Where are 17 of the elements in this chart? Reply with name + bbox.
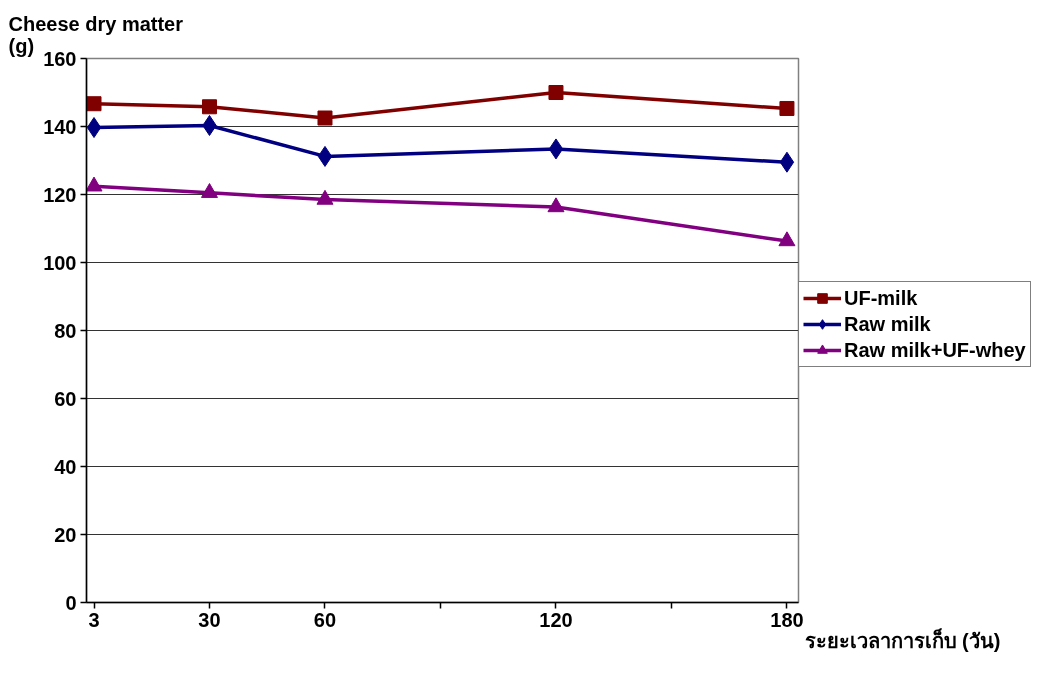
x-tick-label: 60	[313, 608, 337, 631]
y-tick-label: 20	[54, 523, 77, 546]
y-tick-label: 0	[65, 591, 77, 614]
x-axis-title: ระยะเวลาการเก็บ (วัน)	[804, 627, 1001, 652]
x-tick-label: 180	[770, 608, 804, 631]
y-tick-label: 40	[54, 455, 77, 478]
legend-label: Raw milk	[844, 312, 931, 336]
x-tick-label: 3	[88, 608, 100, 631]
y-tick-label: 60	[54, 387, 77, 410]
legend-label: Raw milk+UF-whey	[844, 338, 1026, 362]
x-tick-label: 120	[539, 608, 573, 631]
legend-label: UF-milk	[844, 286, 918, 310]
y-tick-label: 140	[43, 115, 77, 138]
y-tick-label: 100	[43, 251, 77, 274]
y-tick-label: 80	[54, 319, 77, 342]
x-tick-label: 30	[198, 608, 221, 631]
y-tick-label: 120	[43, 183, 77, 206]
